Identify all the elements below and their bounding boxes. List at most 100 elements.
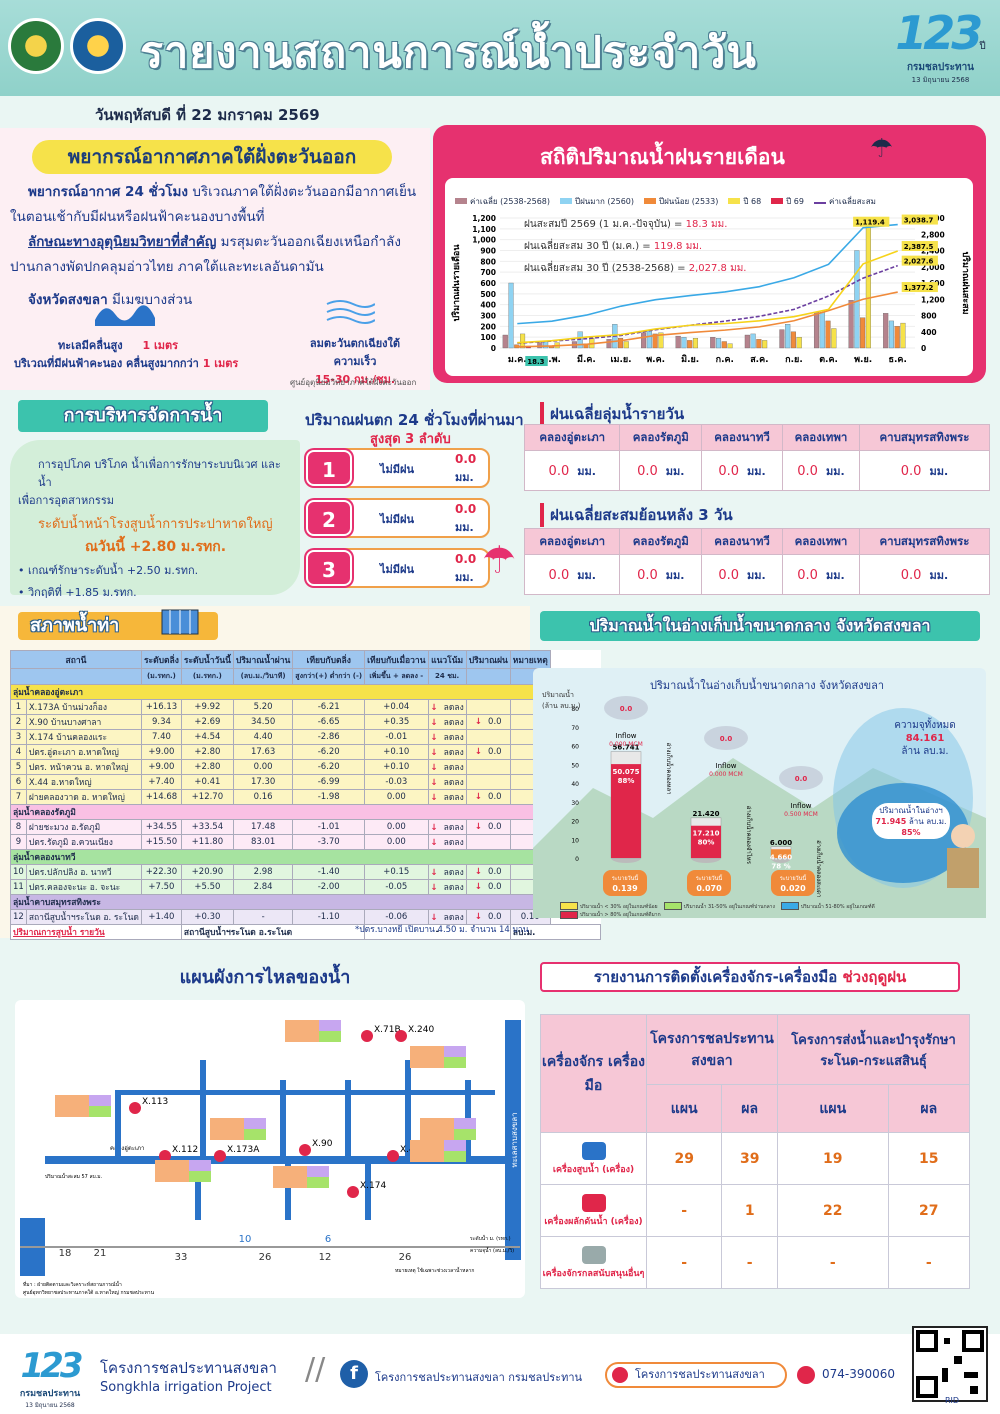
basin-col-head: คลองรัตภูมิ: [619, 424, 703, 451]
trend-text: ลดลง: [443, 703, 464, 713]
down-arrow-icon: ↓: [474, 792, 483, 802]
bar: [762, 340, 768, 349]
y-tick-label: 300: [480, 312, 496, 321]
phone-number[interactable]: 074-390060: [822, 1367, 896, 1381]
down-arrow-icon: ↓: [430, 778, 438, 788]
water-cell: ↓ 0.0: [465, 714, 511, 730]
sea-label: ทะเลสาบสงขลา: [510, 1112, 519, 1167]
bar: [750, 333, 756, 349]
water-cell: +2.80: [180, 744, 234, 760]
legend-label: ปีฝนมาก (2560): [575, 197, 635, 206]
basin-col-head: คลองอู่ตะเภา: [523, 424, 621, 451]
water-cell: 3: [10, 729, 27, 745]
basin-value: 0.0: [548, 567, 570, 583]
dam-capacity-label: 21.420: [692, 810, 719, 818]
data-label: 1,377.2: [904, 284, 934, 292]
down-arrow-icon: ↓: [430, 868, 438, 878]
trend-text: ลดลง: [443, 778, 464, 788]
rain-chart: 01002003004005006007008009001,0001,1001,…: [450, 214, 971, 367]
station-marker: [347, 1186, 359, 1198]
water-cell: ↓ ลดลง: [427, 789, 467, 805]
reservoir-legend: ปริมาณน้ำ < 30% อยู่ในเกณฑ์น้อยปริมาณน้ำ…: [560, 902, 980, 919]
water-cell: -6.99: [292, 774, 366, 790]
legend-label: ปี 69: [786, 197, 804, 206]
water-cell: ↓ ลดลง: [427, 864, 467, 880]
storm-info: บริเวณที่มีฝนฟ้าคะนอง คลื่นสูงมากกว่า 1 …: [14, 357, 239, 370]
water-cell: +0.10: [364, 759, 429, 775]
machine-value: -: [645, 1236, 723, 1289]
basin-value-cell: 0.0 มม.: [701, 450, 784, 491]
water-cell: ↓ ลดลง: [427, 759, 467, 775]
flow-subtotal: ปริมาณน้ำสะสม 57 ลบ.ม.: [45, 1171, 103, 1180]
y-tick-label: 900: [480, 247, 496, 256]
search-box[interactable]: โครงการชลประทานสงขลา: [605, 1362, 787, 1388]
res-legend-item: ปริมาณน้ำ > 80% อยู่ในเกณฑ์ดีมาก: [560, 910, 661, 919]
th-sub: เพิ่มขึ้น + ลดลง -: [364, 668, 429, 685]
legend-swatch: [560, 198, 573, 204]
water-cell: +14.68: [140, 789, 182, 805]
data-label: 1,119.4: [855, 219, 885, 227]
water-cell: ↓ 0.0: [465, 864, 511, 880]
basin-value: 0.0: [900, 463, 922, 479]
th-sub: 24 ชม.: [427, 668, 467, 685]
res-y-tick: 30: [571, 800, 579, 807]
flow-source-1: ที่มา : ฝ่ายติดตามและวิเคราะห์สถานการณ์น…: [23, 1279, 122, 1288]
rain24-subtitle: สูงสุด 3 ลำดับ: [370, 432, 451, 447]
pump-station: สถานีสูบน้ำฯระโนด อ.ระโนด: [180, 924, 366, 940]
water-cell: ↓ ลดลง: [427, 834, 467, 850]
water-cell: 5.20: [232, 699, 294, 715]
th-station: สถานี: [10, 650, 142, 669]
release-label: ระบายวันนี้: [780, 874, 807, 882]
facebook-link[interactable]: โครงการชลประทานสงขลา กรมชลประทาน: [375, 1371, 583, 1384]
down-arrow-icon: ↓: [430, 718, 438, 728]
machines-table: เครื่องจักร เครื่องมือ โครงการชลประทานสง…: [540, 1014, 971, 1289]
res-legend-label: ปริมาณน้ำ > 80% อยู่ในเกณฑ์ดีมาก: [580, 912, 661, 918]
basin-value: 0.0: [718, 463, 740, 479]
water-cell: +11.80: [180, 834, 234, 850]
water-cell: -: [232, 909, 294, 925]
brand-123-logo: 123ปี กรมชลประทาน 13 มิถุนายน 2568: [895, 6, 986, 84]
bar: [819, 312, 825, 349]
rain24-value: 0.0: [455, 502, 477, 516]
qr-code[interactable]: [912, 1326, 988, 1402]
water-table-row: 1 X.173A บ้านม่วงก็อง +16.13 +9.92 5.20 -6.21…: [10, 699, 601, 715]
th-sub: (ลบ.ม./วินาที): [232, 668, 294, 685]
distance-number: 26: [259, 1252, 272, 1263]
inflow-value: 0.000 MCM: [609, 741, 643, 748]
water-table-row: 11 ปตร.คลองจะนะ อ. จะนะ +7.50 +5.50 2.84 -2.0…: [10, 879, 601, 895]
facebook-icon[interactable]: f: [340, 1360, 368, 1388]
x-tick-label: พ.ค.: [646, 355, 665, 365]
water-cell: 4: [10, 744, 27, 760]
gauge-level: [444, 1140, 466, 1151]
basin-unit: มม.: [825, 568, 845, 582]
chart-note-3: ฝนเฉลี่ยสะสม 30 ปี (2538-2568) = 2,027.8…: [524, 263, 747, 274]
res-legend-item: ปริมาณน้ำ < 30% อยู่ในเกณฑ์น้อย: [560, 902, 658, 910]
basin-col-head: คลองเทพา: [782, 528, 860, 555]
water-cell: +0.30: [180, 909, 234, 925]
down-arrow-icon: ↓: [474, 747, 483, 757]
water-cell: 17.48: [232, 819, 294, 835]
water-cell: 0.16: [232, 789, 294, 805]
station-marker: [159, 1150, 171, 1162]
wave-info: ทะเลมีคลื่นสูง 1 เมตร: [58, 339, 179, 352]
th-col: เทียบกับตลิ่ง: [292, 650, 366, 669]
water-level-table: สถานี ระดับตลิ่ง ระดับน้ำวันนี้ ปริมาณน้ำผ่…: [9, 650, 602, 940]
water-group-row: ลุ่มน้ำคาบสมุทรสทิงพระค่าความเค็ม: [10, 894, 602, 910]
res-legend-swatch: [560, 902, 578, 910]
distance-number: 21: [94, 1248, 107, 1259]
x-tick-label: ธ.ค.: [889, 355, 907, 365]
bar: [675, 335, 681, 349]
y-tick-label: 1,100: [472, 225, 496, 234]
x-tick-label: ก.ย.: [785, 355, 803, 365]
x-tick-label: มี.ค.: [577, 354, 596, 365]
basin-value: 0.0: [637, 463, 658, 479]
water-table-row: 3 X.174 บ้านคลองแระ 7.40 +4.54 4.40 -2.86 -0.0…: [10, 729, 601, 745]
basin-value: 0.0: [797, 567, 818, 583]
x-tick-label: พ.ย.: [854, 355, 872, 365]
y-tick-label: 400: [480, 301, 496, 310]
dam-level: [691, 825, 721, 858]
machines-col-head: เครื่องจักร เครื่องมือ: [540, 1014, 647, 1133]
basin-unit: มม.: [577, 568, 596, 582]
basin-col-head: คาบสมุทรสทิงพระ: [858, 528, 991, 555]
